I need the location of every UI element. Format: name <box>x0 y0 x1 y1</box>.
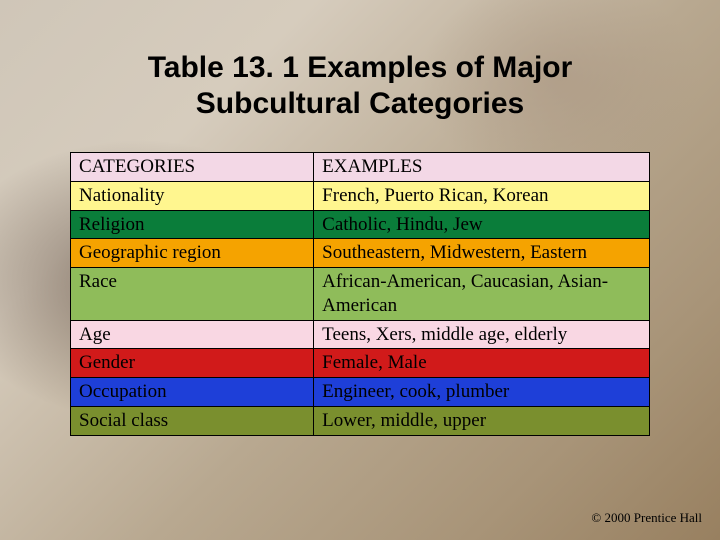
header-categories: CATEGORIES <box>71 153 314 182</box>
table-header-row: CATEGORIES EXAMPLES <box>71 153 650 182</box>
title-line-1: Table 13. 1 Examples of Major <box>148 51 573 84</box>
cell-example: Female, Male <box>314 349 650 378</box>
table-row: Race African-American, Caucasian, Asian-… <box>71 268 650 321</box>
cell-category: Nationality <box>71 181 314 210</box>
cell-example: Teens, Xers, middle age, elderly <box>314 320 650 349</box>
cell-example: Engineer, cook, plumber <box>314 378 650 407</box>
cell-category: Religion <box>71 210 314 239</box>
table-row: Occupation Engineer, cook, plumber <box>71 378 650 407</box>
cell-category: Social class <box>71 406 314 435</box>
title-line-2: Subcultural Categories <box>196 87 524 120</box>
cell-category: Occupation <box>71 378 314 407</box>
header-examples: EXAMPLES <box>314 153 650 182</box>
slide: Table 13. 1 Examples of Major Subcultura… <box>0 0 720 540</box>
table-row: Nationality French, Puerto Rican, Korean <box>71 181 650 210</box>
cell-category: Age <box>71 320 314 349</box>
cell-example: French, Puerto Rican, Korean <box>314 181 650 210</box>
cell-category: Race <box>71 268 314 321</box>
table-row: Age Teens, Xers, middle age, elderly <box>71 320 650 349</box>
cell-example: African-American, Caucasian, Asian-Ameri… <box>314 268 650 321</box>
cell-category: Gender <box>71 349 314 378</box>
cell-example: Southeastern, Midwestern, Eastern <box>314 239 650 268</box>
cell-category: Geographic region <box>71 239 314 268</box>
table-row: Geographic region Southeastern, Midweste… <box>71 239 650 268</box>
table-row: Social class Lower, middle, upper <box>71 406 650 435</box>
copyright-footer: © 2000 Prentice Hall <box>591 510 702 526</box>
table-row: Gender Female, Male <box>71 349 650 378</box>
categories-table: CATEGORIES EXAMPLES Nationality French, … <box>70 152 650 436</box>
cell-example: Lower, middle, upper <box>314 406 650 435</box>
cell-example: Catholic, Hindu, Jew <box>314 210 650 239</box>
table-row: Religion Catholic, Hindu, Jew <box>71 210 650 239</box>
slide-title: Table 13. 1 Examples of Major Subcultura… <box>70 50 650 122</box>
